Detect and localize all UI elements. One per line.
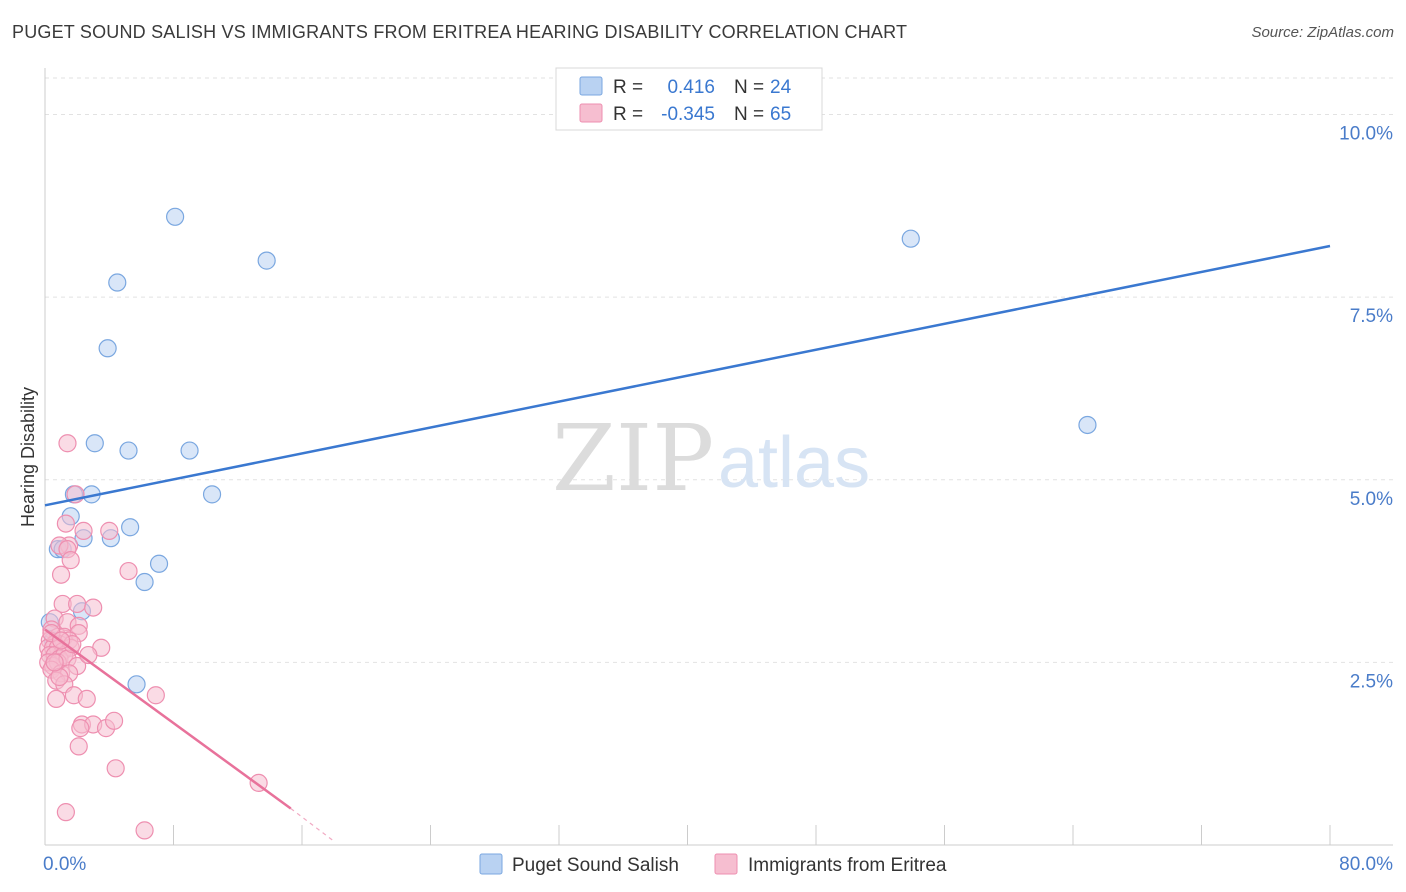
- y-tick-label-3: 10.0%: [1339, 124, 1393, 145]
- x-tick-label-0: 0.0%: [43, 854, 86, 875]
- point-pink-48: [47, 689, 66, 709]
- axes-layer: [44, 68, 1393, 846]
- point-pink-54: [71, 719, 90, 738]
- legend-r-label-blue: R =: [613, 77, 643, 98]
- point-pink-3: [100, 521, 119, 540]
- bottom-legend-label-blue: Puget Sound Salish: [512, 855, 679, 876]
- chart-title: PUGET SOUND SALISH VS IMMIGRANTS FROM ER…: [12, 22, 908, 42]
- legend-swatch-pink: [579, 103, 603, 123]
- legend-r-value-pink: -0.345: [661, 104, 715, 125]
- point-pink-49: [146, 686, 165, 705]
- point-pink-2: [56, 514, 75, 533]
- legend-box: R = 0.416 N = 24 R = -0.345 N = 65: [555, 67, 823, 131]
- legend-r-label-pink: R =: [613, 104, 643, 125]
- bottom-legend-label-pink: Immigrants from Eritrea: [748, 855, 947, 876]
- trend-layer: [44, 244, 1331, 842]
- watermark-zip: ZIP: [552, 405, 714, 512]
- legend-swatch-blue: [579, 76, 603, 96]
- point-pink-53: [104, 711, 124, 730]
- point-pink-55: [69, 737, 88, 756]
- legend-n-value-blue: 24: [770, 77, 792, 98]
- point-blue-11: [121, 518, 140, 537]
- bottom-legend: Puget Sound Salish Immigrants from Eritr…: [479, 853, 947, 876]
- point-pink-4: [74, 521, 93, 540]
- legend-n-value-pink: 65: [770, 104, 791, 125]
- point-pink-8: [61, 551, 80, 570]
- watermark-atlas: atlas: [718, 423, 870, 503]
- y-tick-label-1: 5.0%: [1350, 489, 1393, 510]
- point-pink-9: [51, 565, 71, 584]
- ticks-layer: 2.5% 5.0% 7.5% 10.0% 0.0% 80.0%: [43, 124, 1393, 875]
- point-blue-0: [166, 207, 185, 226]
- point-blue-22: [1078, 415, 1097, 435]
- trend-line-blue: [44, 244, 1331, 507]
- legend-n-label-pink: N =: [734, 104, 764, 125]
- point-blue-16: [149, 554, 169, 573]
- point-pink-56: [106, 759, 125, 778]
- points-layer: [39, 207, 1097, 840]
- point-blue-21: [901, 229, 920, 248]
- y-tick-label-2: 7.5%: [1350, 306, 1393, 327]
- point-pink-59: [135, 821, 154, 840]
- point-blue-7: [202, 485, 222, 504]
- point-pink-10: [119, 561, 138, 581]
- point-pink-47: [77, 689, 96, 709]
- watermark: ZIP atlas: [552, 405, 870, 512]
- bottom-legend-swatch-blue: [479, 853, 503, 875]
- point-blue-20: [127, 675, 146, 694]
- point-blue-17: [135, 572, 154, 592]
- trend-line-pink: [44, 628, 292, 810]
- point-blue-6: [180, 441, 199, 460]
- bottom-legend-swatch-pink: [714, 853, 738, 875]
- point-blue-5: [119, 441, 138, 460]
- x-tick-label-1: 80.0%: [1339, 854, 1393, 875]
- point-pink-62: [45, 653, 64, 672]
- legend-n-label-blue: N =: [734, 77, 764, 98]
- point-blue-1: [257, 251, 276, 270]
- y-axis-title: Hearing Disability: [18, 387, 38, 527]
- point-pink-58: [56, 803, 75, 822]
- point-pink-13: [84, 598, 103, 617]
- y-tick-label-0: 2.5%: [1350, 671, 1393, 692]
- chart-source: Source: ZipAtlas.com: [1251, 24, 1394, 41]
- point-blue-2: [108, 273, 127, 292]
- point-blue-3: [98, 339, 117, 358]
- point-pink-12: [68, 594, 87, 614]
- point-pink-0: [58, 434, 77, 453]
- legend-r-value-blue: 0.416: [667, 77, 715, 98]
- trend-extension-pink: [290, 807, 335, 842]
- point-blue-4: [85, 434, 104, 453]
